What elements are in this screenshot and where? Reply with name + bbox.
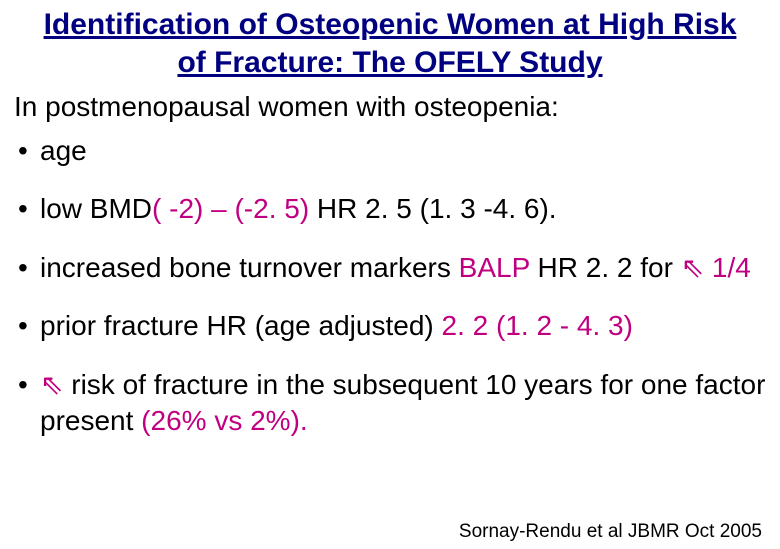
text-segment: HR 2. 2 for: [530, 252, 681, 283]
bullet-item: ⇖ risk of fracture in the subsequent 10 …: [14, 367, 766, 440]
text-segment: increased bone turnover markers: [40, 252, 459, 283]
text-segment: BALP: [459, 252, 530, 283]
slide-subtitle: In postmenopausal women with osteopenia:: [0, 85, 780, 133]
bullet-item: prior fracture HR (age adjusted) 2. 2 (1…: [14, 308, 766, 344]
bullet-item: increased bone turnover markers BALP HR …: [14, 250, 766, 286]
bullet-list: age low BMD( -2) – (-2. 5) HR 2. 5 (1. 3 …: [0, 133, 780, 439]
text-segment: low BMD: [40, 193, 152, 224]
text-segment: ⇖: [40, 369, 63, 400]
text-segment: 1/4: [704, 252, 751, 283]
text-segment: age: [40, 135, 87, 166]
text-segment: (26% vs 2%).: [141, 405, 308, 436]
bullet-item: age: [14, 133, 766, 169]
bullet-item: low BMD( -2) – (-2. 5) HR 2. 5 (1. 3 -4.…: [14, 191, 766, 227]
citation: Sornay-Rendu et al JBMR Oct 2005: [459, 521, 762, 543]
text-segment: ⇖: [681, 252, 704, 283]
text-segment: HR 2. 5 (1. 3 -4. 6).: [309, 193, 556, 224]
text-segment: 2. 2 (1. 2 - 4. 3): [442, 310, 633, 341]
slide-title: Identification of Osteopenic Women at Hi…: [0, 0, 780, 85]
text-segment: ( -2) – (-2. 5): [152, 193, 309, 224]
text-segment: prior fracture HR (age adjusted): [40, 310, 442, 341]
